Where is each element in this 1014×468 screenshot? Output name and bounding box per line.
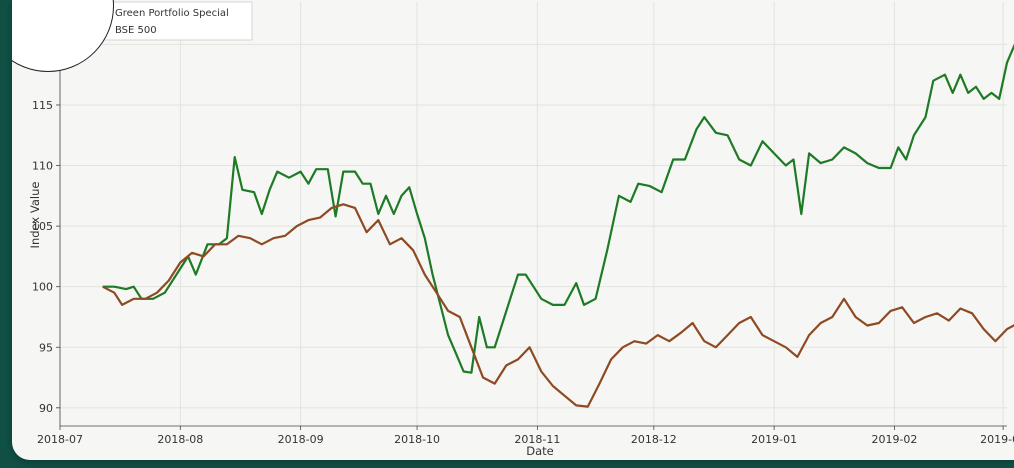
x-axis-label: Date xyxy=(526,444,554,458)
x-tick-label: 2018-08 xyxy=(157,433,203,446)
x-tick-label: 2019-03 xyxy=(980,433,1014,446)
y-tick-label: 90 xyxy=(39,402,53,415)
x-tick-label: 2018-07 xyxy=(37,433,83,446)
series-line-bse-500 xyxy=(102,203,1014,408)
axes xyxy=(56,2,1007,430)
y-axis-label: Index Value xyxy=(28,182,42,249)
x-tick-label: 2019-02 xyxy=(871,433,917,446)
y-tick-label: 105 xyxy=(32,220,53,233)
chart-card: 90951001051101151202018-072018-082018-09… xyxy=(12,0,1014,460)
legend-label-green-portfolio: Green Portfolio Special xyxy=(115,8,229,19)
y-tick-label: 115 xyxy=(32,99,53,112)
tick-labels: 90951001051101151202018-072018-082018-09… xyxy=(32,38,1014,446)
x-tick-label: 2018-09 xyxy=(278,433,324,446)
x-tick-label: 2018-11 xyxy=(514,433,560,446)
grid xyxy=(59,2,1007,426)
x-tick-label: 2019-01 xyxy=(751,433,797,446)
series-group xyxy=(102,43,1014,408)
y-tick-label: 95 xyxy=(39,341,53,354)
y-tick-label: 110 xyxy=(32,160,53,173)
x-tick-label: 2018-10 xyxy=(394,433,440,446)
x-tick-label: 2018-12 xyxy=(631,433,677,446)
y-tick-label: 100 xyxy=(32,281,53,294)
series-line-green-portfolio xyxy=(102,43,1014,374)
line-chart: 90951001051101151202018-072018-082018-09… xyxy=(28,1,1014,458)
legend-label-bse-500: BSE 500 xyxy=(115,25,157,36)
